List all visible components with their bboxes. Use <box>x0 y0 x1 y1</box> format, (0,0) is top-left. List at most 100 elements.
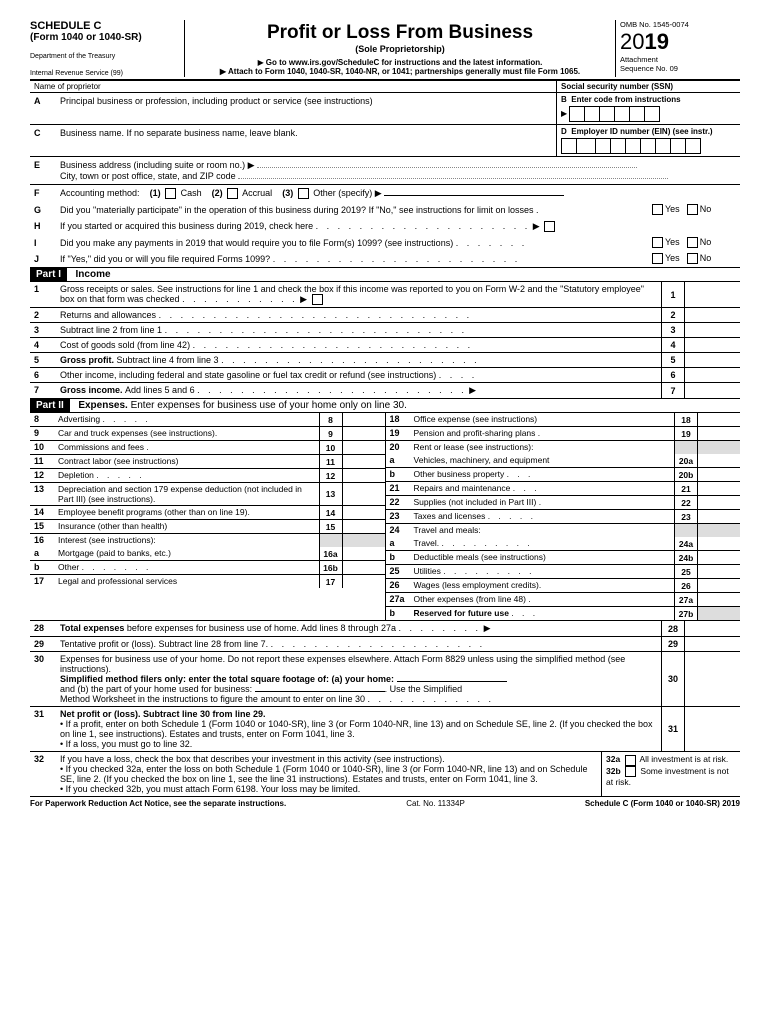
tax-year: 2019 <box>620 29 740 55</box>
name-ssn-row: Name of proprietor Social security numbe… <box>30 81 740 93</box>
line-15-value[interactable] <box>342 520 385 533</box>
line-13-value[interactable] <box>342 483 385 505</box>
line-1-value[interactable] <box>684 282 740 307</box>
line-2-value[interactable] <box>684 308 740 322</box>
j-yes-checkbox[interactable] <box>652 253 663 264</box>
line-24a-value[interactable] <box>697 537 740 550</box>
cb-32a[interactable] <box>625 755 636 766</box>
line-f-text: Accounting method: <box>60 188 140 198</box>
g-no-checkbox[interactable] <box>687 204 698 215</box>
i-yes-checkbox[interactable] <box>652 237 663 248</box>
line-1-num: 1 <box>30 282 56 307</box>
line-j-content: If "Yes," did you or will you file requi… <box>56 251 650 267</box>
line-5: 5 Gross profit. Gross profit. Subtract l… <box>30 353 740 368</box>
line-8-value[interactable] <box>342 413 385 426</box>
line-20a-value[interactable] <box>697 454 740 467</box>
line-4-value[interactable] <box>684 338 740 352</box>
line-23-value[interactable] <box>697 510 740 523</box>
line-19-value[interactable] <box>697 427 740 440</box>
cash-checkbox[interactable] <box>165 188 176 199</box>
line-5-value[interactable] <box>684 353 740 367</box>
header-center: Profit or Loss From Business (Sole Propr… <box>185 20 615 77</box>
g-yesno: Yes No <box>650 202 740 218</box>
page-footer: For Paperwork Reduction Act Notice, see … <box>30 796 740 808</box>
line-30-value[interactable] <box>684 652 740 706</box>
h-checkbox[interactable] <box>544 221 555 232</box>
line-27a-value[interactable] <box>697 593 740 606</box>
line-16a-value[interactable] <box>342 547 385 560</box>
other-specify-field[interactable] <box>384 195 564 196</box>
code-boxes[interactable] <box>569 106 660 122</box>
j-no-checkbox[interactable] <box>687 253 698 264</box>
footer-left: For Paperwork Reduction Act Notice, see … <box>30 799 286 808</box>
sqft-home[interactable] <box>397 681 507 682</box>
line-16b-value[interactable] <box>342 561 385 574</box>
sqft-business[interactable] <box>255 691 385 692</box>
line-10-value[interactable] <box>342 441 385 454</box>
line-d: D Employer ID number (EIN) (see instr.) <box>556 125 740 156</box>
line-31-value[interactable] <box>684 707 740 751</box>
line-d-text: Employer ID number (EIN) (see instr.) <box>571 127 712 136</box>
line-27b-value <box>697 607 740 620</box>
line-28: 28 Total expenses before expenses for bu… <box>30 621 740 637</box>
line-b: B Enter code from instructions ▶ <box>556 93 740 124</box>
city-field[interactable] <box>238 178 668 179</box>
line-2: 2 Returns and allowances . . . . . . . .… <box>30 308 740 323</box>
attach-instruction: Attach to Form 1040, 1040-SR, 1040-NR, o… <box>228 67 580 76</box>
letter-g: G <box>30 202 56 218</box>
part1-label: Part I <box>30 268 67 281</box>
line-f-content: Accounting method: (1) Cash (2) Accrual … <box>56 185 740 202</box>
line-3-value[interactable] <box>684 323 740 337</box>
line-29-value[interactable] <box>684 637 740 651</box>
part1-title: Income <box>70 269 111 280</box>
ssn-field[interactable]: Social security number (SSN) <box>556 81 740 92</box>
accrual-checkbox[interactable] <box>227 188 238 199</box>
line-22-value[interactable] <box>697 496 740 509</box>
cb-32b[interactable] <box>625 766 636 777</box>
i-no-checkbox[interactable] <box>687 237 698 248</box>
line-20b-value[interactable] <box>697 468 740 481</box>
expenses-right-col: 18Office expense (see instructions)18 19… <box>386 413 741 620</box>
line-7-value[interactable] <box>684 383 740 398</box>
form-title: Profit or Loss From Business <box>191 22 609 44</box>
letter-f: F <box>30 185 56 202</box>
expenses-left-col: 8Advertising . . . . .8 9Car and truck e… <box>30 413 386 620</box>
part2-label: Part II <box>30 399 70 412</box>
footer-center: Cat. No. 11334P <box>406 799 465 808</box>
line-32: 32 If you have a loss, check the box tha… <box>30 752 740 796</box>
line-21-value[interactable] <box>697 482 740 495</box>
line-26-value[interactable] <box>697 579 740 592</box>
line-18-value[interactable] <box>697 413 740 426</box>
form-subtitle: (Sole Proprietorship) <box>191 44 609 54</box>
code-entry-row: ▶ <box>561 104 736 122</box>
row-i: I Did you make any payments in 2019 that… <box>30 235 740 251</box>
line-g-content: Did you "materially participate" in the … <box>56 202 650 218</box>
g-yes-checkbox[interactable] <box>652 204 663 215</box>
line-24b-value[interactable] <box>697 551 740 564</box>
ein-boxes[interactable] <box>561 138 736 154</box>
other-checkbox[interactable] <box>298 188 309 199</box>
line-25-value[interactable] <box>697 565 740 578</box>
line-h-text: If you started or acquired this business… <box>60 221 313 231</box>
row-f: F Accounting method: (1) Cash (2) Accrua… <box>30 184 740 202</box>
proprietor-name-field[interactable]: Name of proprietor <box>30 81 556 92</box>
address-field[interactable] <box>257 167 637 168</box>
line-11-value[interactable] <box>342 455 385 468</box>
line-12-value[interactable] <box>342 469 385 482</box>
sequence-number: Sequence No. 09 <box>620 64 740 73</box>
line-28-value[interactable] <box>684 621 740 636</box>
line-1-text: Gross receipts or sales. See instruction… <box>56 282 661 307</box>
line-b-text: Enter code from instructions <box>571 95 680 104</box>
line-3: 3 Subtract line 2 from line 1 . . . . . … <box>30 323 740 338</box>
line-i-content: Did you make any payments in 2019 that w… <box>56 235 650 251</box>
line-1-boxnum: 1 <box>661 282 684 307</box>
line-9-value[interactable] <box>342 427 385 440</box>
dept-treasury: Department of the Treasury <box>30 53 180 60</box>
line-7: 7 Gross income. Add lines 5 and 6 . . . … <box>30 383 740 398</box>
line1-checkbox[interactable] <box>312 294 323 305</box>
line-14-value[interactable] <box>342 506 385 519</box>
line-17-value[interactable] <box>342 575 385 588</box>
line-e-content: Business address (including suite or roo… <box>56 157 740 184</box>
header-right: OMB No. 1545-0074 2019 Attachment Sequen… <box>615 20 740 77</box>
line-6-value[interactable] <box>684 368 740 382</box>
